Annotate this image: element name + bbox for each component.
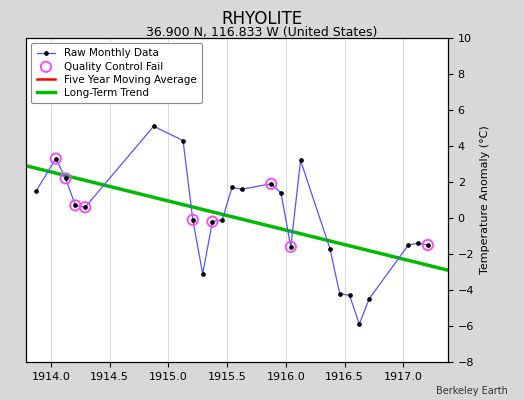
Raw Monthly Data (424, 242, 431, 247)
Raw Monthly Data (209, 219, 215, 224)
Raw Monthly Data (278, 190, 284, 195)
Raw Monthly Data (238, 187, 245, 192)
Raw Monthly Data (150, 124, 157, 129)
Quality Control Fail (52, 155, 60, 162)
Raw Monthly Data (62, 176, 69, 181)
Quality Control Fail (287, 244, 295, 250)
Raw Monthly Data (180, 138, 186, 143)
Quality Control Fail (71, 202, 80, 209)
Raw Monthly Data (405, 242, 411, 247)
Raw Monthly Data (268, 182, 275, 186)
Raw Monthly Data (33, 189, 39, 194)
Quality Control Fail (267, 181, 276, 187)
Quality Control Fail (61, 175, 70, 182)
Quality Control Fail (81, 204, 90, 210)
Raw Monthly Data (298, 158, 304, 163)
Y-axis label: Temperature Anomaly (°C): Temperature Anomaly (°C) (480, 126, 490, 274)
Raw Monthly Data (53, 156, 59, 161)
Raw Monthly Data (327, 246, 333, 251)
Raw Monthly Data (72, 203, 79, 208)
Quality Control Fail (189, 217, 197, 223)
Raw Monthly Data (82, 205, 89, 210)
Raw Monthly Data (356, 322, 363, 326)
Legend: Raw Monthly Data, Quality Control Fail, Five Year Moving Average, Long-Term Tren: Raw Monthly Data, Quality Control Fail, … (31, 43, 202, 103)
Text: Berkeley Earth: Berkeley Earth (436, 386, 508, 396)
Raw Monthly Data (200, 271, 206, 276)
Quality Control Fail (423, 242, 432, 248)
Raw Monthly Data (288, 244, 294, 249)
Raw Monthly Data (336, 291, 343, 296)
Text: 36.900 N, 116.833 W (United States): 36.900 N, 116.833 W (United States) (146, 26, 378, 39)
Line: Raw Monthly Data: Raw Monthly Data (34, 124, 430, 326)
Raw Monthly Data (219, 218, 225, 222)
Raw Monthly Data (229, 185, 235, 190)
Raw Monthly Data (366, 297, 372, 302)
Text: RHYOLITE: RHYOLITE (222, 10, 302, 28)
Raw Monthly Data (415, 241, 421, 246)
Raw Monthly Data (346, 293, 353, 298)
Raw Monthly Data (190, 218, 196, 222)
Quality Control Fail (208, 218, 216, 225)
